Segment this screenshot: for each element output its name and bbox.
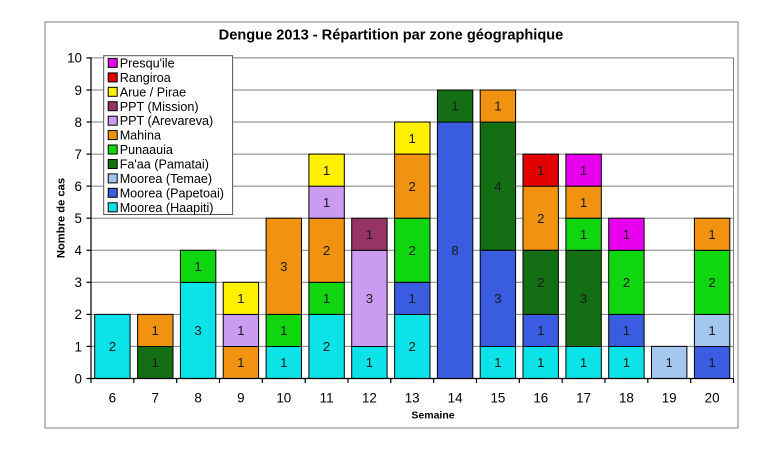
svg-text:11: 11 [320, 391, 334, 406]
svg-text:2: 2 [109, 339, 116, 354]
svg-text:19: 19 [662, 391, 677, 406]
svg-text:2: 2 [323, 243, 330, 258]
svg-text:1: 1 [366, 355, 373, 370]
svg-text:1: 1 [194, 259, 201, 274]
svg-text:2: 2 [75, 307, 82, 322]
svg-text:1: 1 [623, 227, 630, 242]
svg-text:3: 3 [494, 291, 501, 306]
svg-text:1: 1 [75, 339, 82, 354]
svg-text:1: 1 [152, 355, 159, 370]
svg-text:2: 2 [537, 275, 544, 290]
svg-text:Nombre de cas: Nombre de cas [55, 178, 67, 258]
svg-text:14: 14 [448, 391, 463, 406]
svg-text:1: 1 [708, 323, 715, 338]
svg-text:17: 17 [576, 391, 591, 406]
svg-text:3: 3 [75, 275, 82, 290]
svg-text:3: 3 [366, 291, 373, 306]
svg-text:Punaauia: Punaauia [120, 143, 173, 157]
svg-text:Rangiroa: Rangiroa [120, 71, 171, 85]
svg-text:Semaine: Semaine [411, 410, 454, 422]
svg-text:7: 7 [75, 147, 82, 162]
svg-text:6: 6 [75, 179, 82, 194]
svg-text:1: 1 [580, 227, 587, 242]
svg-text:1: 1 [580, 355, 587, 370]
svg-text:3: 3 [194, 323, 201, 338]
svg-text:1: 1 [409, 131, 416, 146]
svg-text:1: 1 [323, 163, 330, 178]
svg-text:2: 2 [708, 275, 715, 290]
svg-text:1: 1 [451, 99, 458, 114]
svg-text:6: 6 [109, 391, 116, 406]
svg-text:2: 2 [409, 179, 416, 194]
svg-text:2: 2 [409, 339, 416, 354]
svg-text:1: 1 [280, 323, 287, 338]
svg-text:9: 9 [75, 83, 82, 98]
svg-text:1: 1 [323, 291, 330, 306]
svg-text:1: 1 [323, 195, 330, 210]
svg-text:4: 4 [75, 243, 83, 258]
svg-text:Dengue 2013 - Répartition par: Dengue 2013 - Répartition par zone géogr… [219, 28, 564, 44]
svg-text:1: 1 [237, 291, 244, 306]
svg-text:1: 1 [708, 227, 715, 242]
svg-text:5: 5 [75, 211, 82, 226]
svg-text:12: 12 [362, 391, 377, 406]
svg-text:8: 8 [451, 243, 458, 258]
svg-text:10: 10 [67, 51, 82, 66]
svg-text:4: 4 [494, 179, 501, 194]
svg-text:2: 2 [323, 339, 330, 354]
svg-text:1: 1 [366, 227, 373, 242]
svg-text:1: 1 [580, 195, 587, 210]
svg-text:7: 7 [151, 391, 158, 406]
svg-text:Presqu'ile: Presqu'ile [120, 57, 175, 71]
svg-text:Fa'aa (Pamatai): Fa'aa (Pamatai) [120, 158, 209, 172]
svg-text:1: 1 [537, 355, 544, 370]
svg-text:1: 1 [237, 355, 244, 370]
svg-text:1: 1 [494, 355, 501, 370]
svg-text:13: 13 [405, 391, 420, 406]
svg-text:1: 1 [623, 323, 630, 338]
svg-text:Moorea (Papetoai): Moorea (Papetoai) [120, 186, 224, 200]
svg-text:1: 1 [537, 163, 544, 178]
svg-text:2: 2 [623, 275, 630, 290]
svg-text:Moorea (Haapiti): Moorea (Haapiti) [120, 201, 214, 215]
svg-text:1: 1 [494, 99, 501, 114]
svg-text:PPT (Mission): PPT (Mission) [120, 100, 199, 114]
svg-text:PPT (Arevareva): PPT (Arevareva) [120, 114, 214, 128]
svg-text:9: 9 [237, 391, 244, 406]
svg-text:1: 1 [623, 355, 630, 370]
svg-text:1: 1 [537, 323, 544, 338]
svg-text:20: 20 [705, 391, 720, 406]
svg-text:1: 1 [237, 323, 244, 338]
svg-text:Arue / Pirae: Arue / Pirae [120, 85, 187, 99]
svg-text:8: 8 [75, 115, 82, 130]
svg-text:Moorea (Temae): Moorea (Temae) [120, 172, 212, 186]
svg-text:1: 1 [580, 163, 587, 178]
svg-text:3: 3 [280, 259, 287, 274]
svg-text:1: 1 [666, 355, 673, 370]
svg-text:18: 18 [619, 391, 634, 406]
svg-text:15: 15 [490, 391, 505, 406]
svg-text:1: 1 [280, 355, 287, 370]
svg-text:Mahina: Mahina [120, 129, 161, 143]
svg-text:10: 10 [276, 391, 291, 406]
svg-text:1: 1 [152, 323, 159, 338]
svg-text:3: 3 [580, 291, 587, 306]
svg-text:0: 0 [75, 371, 82, 386]
svg-text:2: 2 [537, 211, 544, 226]
svg-text:16: 16 [533, 391, 548, 406]
svg-text:1: 1 [708, 355, 715, 370]
svg-text:1: 1 [409, 291, 416, 306]
svg-text:2: 2 [409, 243, 416, 258]
svg-text:8: 8 [194, 391, 201, 406]
